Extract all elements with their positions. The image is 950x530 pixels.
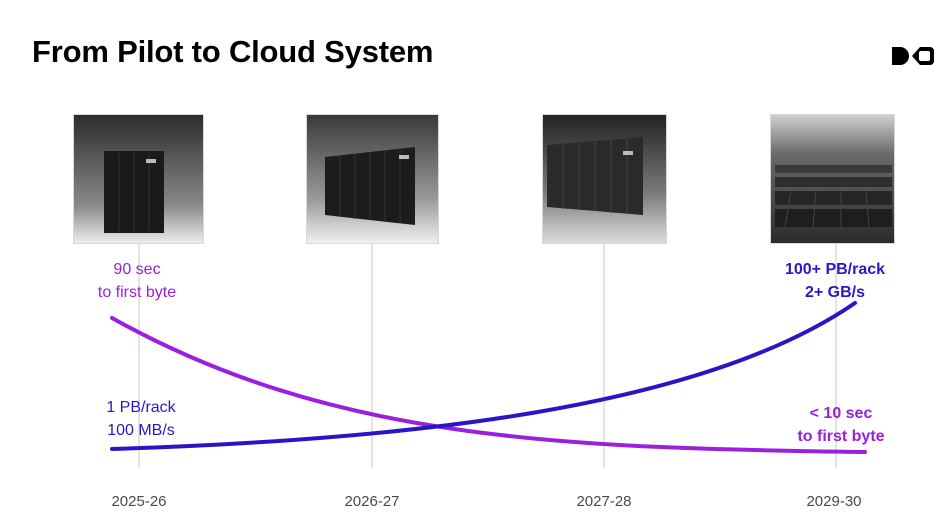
page-title: From Pilot to Cloud System — [32, 34, 434, 69]
latency-curve — [110, 316, 867, 454]
row-of-racks-image — [306, 114, 439, 244]
latency-end-label: < 10 sec to first byte — [797, 405, 885, 445]
capacity-curve — [110, 301, 857, 451]
dd-logo-icon — [892, 47, 934, 65]
datacenter-hall-image — [770, 114, 895, 244]
year-label: 2027-28 — [576, 493, 632, 510]
single-rack-image — [73, 114, 204, 244]
rack-cluster-image — [542, 114, 667, 244]
year-label: 2029-30 — [806, 493, 862, 510]
capacity-start-label: 1 PB/rack 100 MB/s — [106, 399, 176, 439]
year-label: 2025-26 — [111, 493, 167, 510]
year-label: 2026-27 — [344, 493, 400, 510]
latency-start-label: 90 sec to first byte — [97, 261, 177, 301]
capacity-end-label: 100+ PB/rack 2+ GB/s — [784, 261, 886, 301]
